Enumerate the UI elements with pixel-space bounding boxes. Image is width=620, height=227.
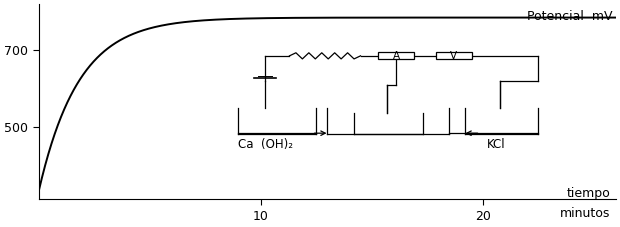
Text: A: A	[392, 51, 400, 61]
Bar	[436, 52, 472, 59]
Text: Ca  (OH)₂: Ca (OH)₂	[239, 138, 293, 151]
Bar	[378, 52, 414, 59]
Text: KCl: KCl	[487, 138, 506, 151]
Text: Potencial  mV: Potencial mV	[528, 10, 613, 23]
Text: V: V	[450, 51, 458, 61]
Text: minutos: minutos	[560, 207, 611, 220]
Text: tiempo: tiempo	[567, 187, 611, 200]
